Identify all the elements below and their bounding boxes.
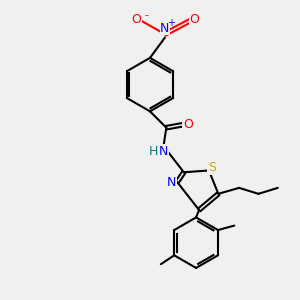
Text: S: S xyxy=(208,161,216,174)
Text: O: O xyxy=(190,13,200,26)
Text: +: + xyxy=(167,18,175,28)
Text: N: N xyxy=(159,145,168,158)
Text: O: O xyxy=(132,13,142,26)
Text: N: N xyxy=(160,22,170,34)
Text: O: O xyxy=(183,118,193,131)
Text: H: H xyxy=(148,145,158,158)
Text: -: - xyxy=(144,11,148,20)
Text: N: N xyxy=(167,176,176,188)
